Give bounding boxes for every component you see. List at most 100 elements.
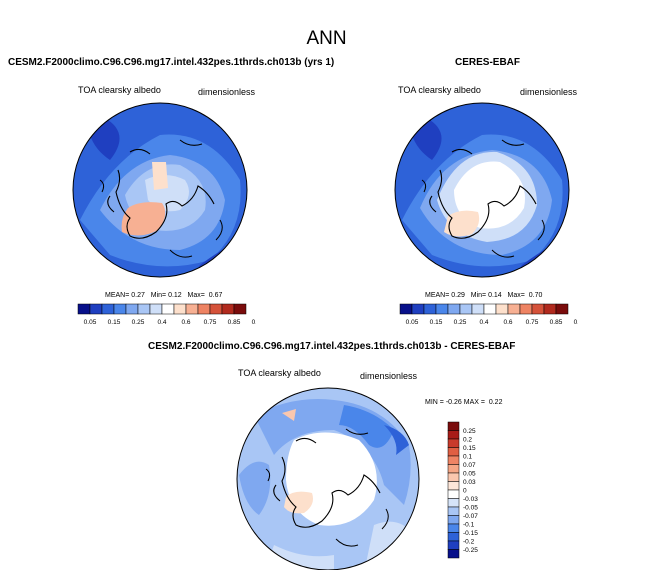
diff-colorbar-tick-label: -0.05	[463, 504, 478, 511]
diff-panel-title: CESM2.F2000climo.C96.C96.mg17.intel.432p…	[148, 341, 516, 352]
model-units-label: dimensionless	[198, 87, 256, 97]
obs-colorbar-swatch	[411, 303, 425, 315]
obs-colorbar-swatch	[495, 303, 509, 315]
diff-colorbar-swatch	[447, 489, 460, 499]
obs-max-value: 0.70	[528, 292, 543, 299]
diff-colorbar-swatch	[447, 481, 460, 491]
diff-colorbar-tick-label: 0.05	[463, 470, 476, 477]
model-colorbar-swatch	[173, 303, 187, 315]
diff-colorbar-tick-label: 0.15	[463, 445, 476, 452]
model-variable-label: TOA clearsky albedo	[78, 85, 161, 95]
diff-colorbar-tick-label: -0.03	[463, 496, 478, 503]
diff-colorbar-tick-label: -0.1	[463, 521, 475, 528]
model-colorbar-swatch	[161, 303, 175, 315]
diff-stats: MIN = -0.26 MAX = 0.22	[425, 399, 503, 406]
diff-colorbar-swatch	[447, 447, 460, 457]
model-colorbar-tick-label: 0.05	[84, 319, 97, 326]
obs-colorbar-tick-label: 0.85	[550, 319, 563, 326]
obs-colorbar-swatch	[423, 303, 437, 315]
obs-mean-value: 0.29	[451, 292, 465, 299]
obs-colorbar-swatch	[555, 303, 569, 315]
model-panel-title: CESM2.F2000climo.C96.C96.mg17.intel.432p…	[8, 57, 335, 68]
diff-colorbar-tick-label: -0.07	[463, 513, 478, 520]
model-colorbar-swatch	[233, 303, 247, 315]
obs-colorbar-swatch	[459, 303, 473, 315]
obs-colorbar-swatch	[543, 303, 557, 315]
model-colorbar-swatch	[137, 303, 151, 315]
model-colorbar-tick-label: 0.6	[181, 319, 190, 326]
model-colorbar-swatch	[125, 303, 139, 315]
diff-polar-map	[236, 387, 420, 570]
diff-colorbar-swatch	[447, 532, 460, 542]
diff-units-label: dimensionless	[360, 371, 418, 381]
obs-colorbar-tick-label: 0.4	[479, 319, 488, 326]
diff-colorbar-tick-label: 0.1	[463, 453, 472, 460]
diff-colorbar-swatch	[447, 498, 460, 508]
model-colorbar-swatch	[221, 303, 235, 315]
obs-panel-title: CERES-EBAF	[455, 57, 521, 68]
obs-polar-map	[394, 102, 570, 278]
model-colorbar-swatch	[197, 303, 211, 315]
diff-colorbar-swatch	[447, 472, 460, 482]
diff-colorbar-swatch	[447, 455, 460, 465]
model-colorbar: 0.05 0.15 0.25 0.4 0.6 0.75 0.85 0.95	[77, 303, 256, 326]
diff-colorbar-tick-label: 0.2	[463, 436, 472, 443]
obs-units-label: dimensionless	[520, 87, 578, 97]
diff-colorbar-tick-label: -0.25	[463, 547, 478, 554]
diff-variable-label: TOA clearsky albedo	[238, 368, 321, 378]
model-colorbar-swatch	[89, 303, 103, 315]
diff-max-value: 0.22	[488, 399, 503, 406]
obs-colorbar-swatch	[471, 303, 485, 315]
obs-colorbar: 0.05 0.15 0.25 0.4 0.6 0.75 0.85 0.95	[399, 303, 578, 326]
diff-colorbar-swatch	[447, 540, 460, 550]
diff-colorbar-swatch	[447, 430, 460, 440]
diff-colorbar: 0.250.2 0.150.1 0.070.05 0.030 -0.03-0.05 -0.…	[447, 421, 478, 559]
diff-colorbar-tick-label: 0.03	[463, 479, 476, 486]
model-colorbar-swatch	[101, 303, 115, 315]
diff-colorbar-swatch	[447, 549, 460, 559]
model-colorbar-swatch	[113, 303, 127, 315]
model-colorbar-tick-label: 0.25	[132, 319, 145, 326]
model-colorbar-tick-label: 0.95	[252, 319, 256, 326]
obs-colorbar-tick-label: 0.95	[574, 319, 578, 326]
obs-colorbar-swatch	[483, 303, 497, 315]
model-colorbar-tick-label: 0.4	[157, 319, 166, 326]
obs-colorbar-swatch	[507, 303, 521, 315]
obs-min-value: 0.14	[488, 292, 502, 299]
diff-colorbar-swatch	[447, 515, 460, 525]
model-stats: MEAN= 0.27 Min= 0.12 Max= 0.67	[105, 292, 223, 299]
obs-colorbar-swatch	[447, 303, 461, 315]
obs-colorbar-tick-label: 0.15	[430, 319, 443, 326]
diff-colorbar-swatch	[447, 506, 460, 516]
model-colorbar-swatch	[77, 303, 91, 315]
obs-stats: MEAN= 0.29 Min= 0.14 Max= 0.70	[425, 292, 543, 299]
diff-colorbar-tick-label: -0.15	[463, 530, 478, 537]
model-mean-value: 0.27	[131, 292, 145, 299]
model-min-value: 0.12	[168, 292, 182, 299]
model-colorbar-tick-label: 0.75	[204, 319, 217, 326]
diff-colorbar-swatch	[447, 438, 460, 448]
obs-colorbar-tick-label: 0.05	[406, 319, 419, 326]
obs-colorbar-tick-label: 0.25	[454, 319, 467, 326]
model-colorbar-tick-label: 0.85	[228, 319, 241, 326]
obs-colorbar-swatch	[435, 303, 449, 315]
diff-colorbar-swatch	[447, 523, 460, 533]
model-colorbar-swatch	[209, 303, 223, 315]
diff-colorbar-swatch	[447, 421, 460, 431]
diff-colorbar-tick-label: 0.07	[463, 462, 476, 469]
figure-title: ANN	[306, 28, 347, 49]
diff-colorbar-tick-label: -0.2	[463, 538, 475, 545]
diff-colorbar-tick-label: 0.25	[463, 428, 476, 435]
obs-variable-label: TOA clearsky albedo	[398, 85, 481, 95]
diff-min-value: -0.26	[445, 399, 462, 406]
model-max-value: 0.67	[208, 292, 223, 299]
obs-colorbar-swatch	[531, 303, 545, 315]
obs-colorbar-swatch	[519, 303, 533, 315]
diff-colorbar-tick-label: 0	[463, 487, 467, 494]
diff-colorbar-swatch	[447, 464, 460, 474]
model-colorbar-swatch	[149, 303, 163, 315]
obs-colorbar-tick-label: 0.75	[526, 319, 539, 326]
model-colorbar-tick-label: 0.15	[108, 319, 121, 326]
obs-colorbar-tick-label: 0.6	[503, 319, 512, 326]
model-polar-map	[72, 102, 248, 278]
